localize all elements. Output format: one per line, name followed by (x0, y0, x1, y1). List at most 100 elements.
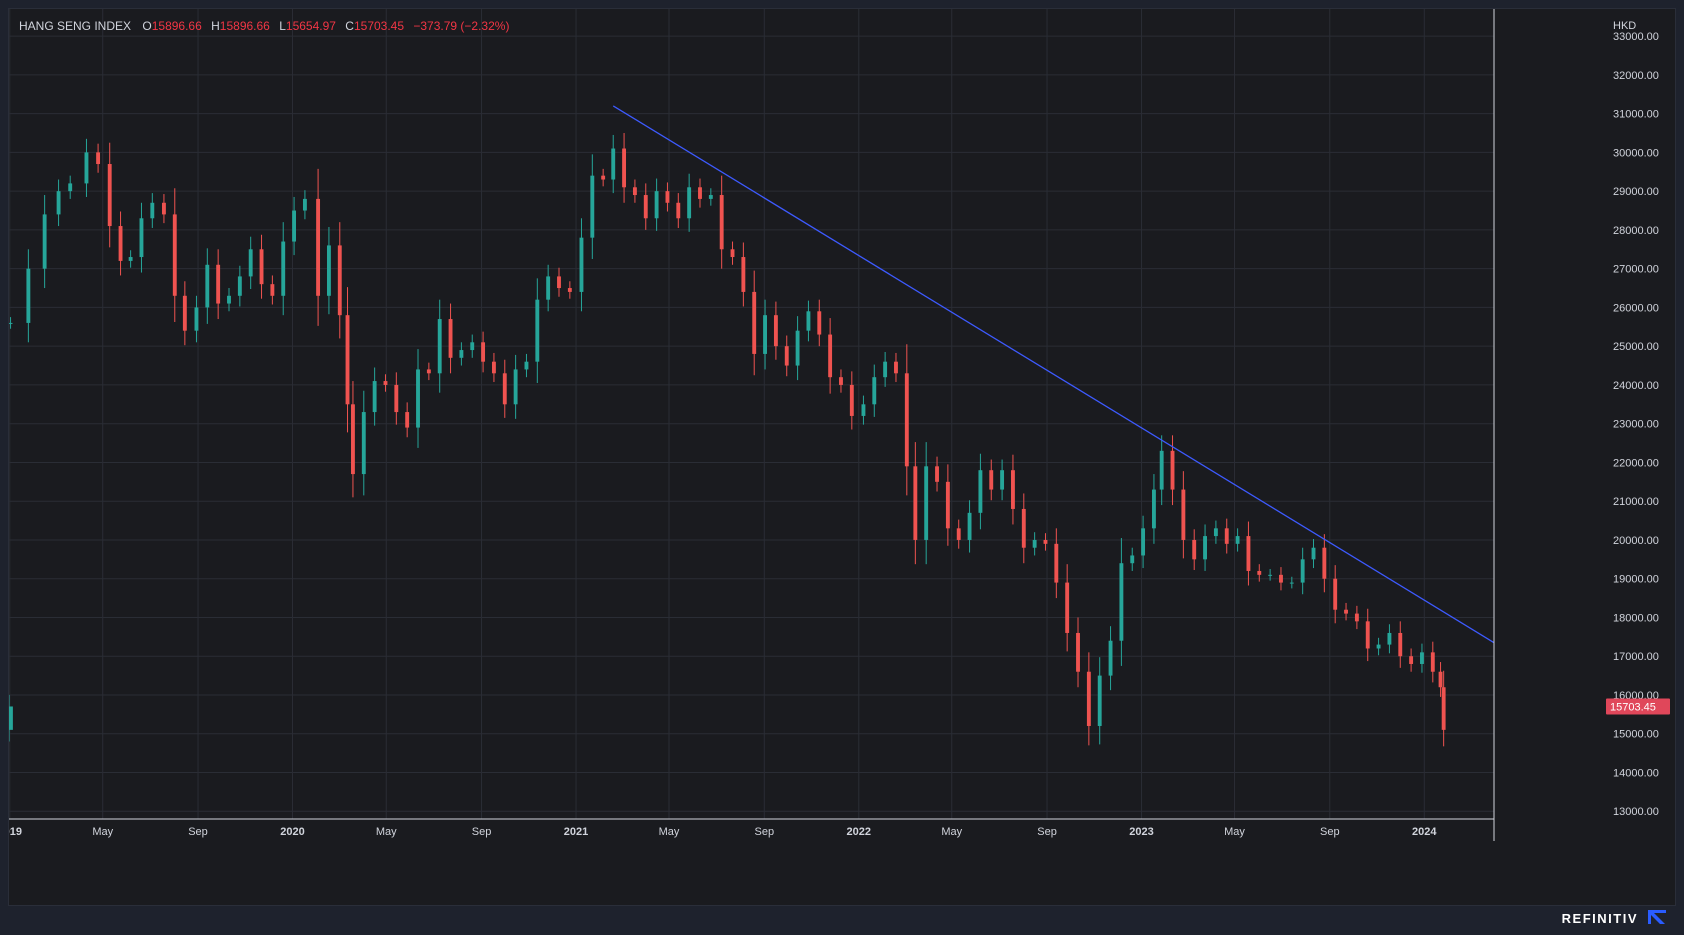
candle-body (1213, 528, 1218, 537)
candle-body (9, 322, 13, 324)
candle-body (904, 373, 909, 467)
symbol-name: HANG SENG INDEX (19, 19, 132, 33)
candle-body (654, 191, 659, 219)
y-tick-label: 21000.00 (1613, 496, 1659, 508)
x-tick-label: Sep (472, 826, 492, 838)
candlestick-chart[interactable]: 13000.0014000.0015000.0016000.0017000.00… (9, 9, 1675, 905)
grid-lines (9, 9, 1494, 819)
candle-body (956, 528, 961, 540)
y-tick-label: 20000.00 (1613, 535, 1659, 547)
candle-body (292, 210, 297, 242)
candle-body (839, 377, 843, 385)
candle-body (590, 175, 595, 238)
candle-body (817, 311, 822, 335)
candle-body (1181, 489, 1186, 540)
candle-body (872, 377, 877, 405)
open-value: 15896.66 (151, 19, 202, 33)
candle-body (1289, 582, 1294, 584)
candle-body (806, 311, 811, 331)
y-tick-label: 33000.00 (1613, 31, 1659, 43)
candle-body (227, 295, 231, 304)
y-tick-label: 18000.00 (1613, 612, 1659, 624)
candle-body (1170, 450, 1175, 490)
candle-body (1119, 563, 1124, 641)
candle-body (281, 241, 286, 296)
candle-body (118, 226, 123, 261)
candle-body (194, 307, 199, 331)
candle-body (730, 249, 735, 258)
candle-body (416, 369, 420, 428)
candle-body (470, 342, 475, 351)
candle-body (1032, 539, 1037, 548)
candle-body (945, 481, 950, 529)
candle-body (1076, 632, 1080, 672)
last-price-value: 15703.45 (1610, 701, 1656, 713)
candle-body (883, 361, 888, 378)
x-tick-label: 2024 (1412, 826, 1437, 838)
refinitiv-brand: REFINITIV (1562, 908, 1668, 929)
candle-body (1159, 450, 1164, 490)
candle-body (1300, 559, 1305, 583)
y-axis-ticks: 13000.0014000.0015000.0016000.0017000.00… (1613, 31, 1659, 818)
y-tick-label: 13000.00 (1613, 806, 1659, 818)
candle-body (1011, 470, 1015, 509)
candle-body (849, 384, 854, 416)
candle-body (161, 202, 166, 215)
candle-body (491, 361, 496, 374)
candle-body (502, 373, 507, 405)
high-value: 15896.66 (219, 19, 270, 33)
y-tick-label: 27000.00 (1613, 264, 1659, 276)
y-tick-label: 31000.00 (1613, 109, 1659, 121)
candle-body (1141, 528, 1146, 556)
y-tick-label: 19000.00 (1613, 574, 1659, 586)
candle-body (1344, 609, 1348, 614)
x-tick-label: 2023 (1129, 826, 1153, 838)
low-label: L (279, 19, 286, 33)
candle-body (935, 466, 939, 482)
x-tick-label: Sep (754, 826, 774, 838)
candle-body (1311, 547, 1316, 560)
candle-body (1246, 536, 1251, 571)
last-price-tag: 15703.45 (1606, 698, 1670, 715)
candle-body (1043, 539, 1048, 544)
candle-body (139, 218, 144, 258)
candle-body (773, 315, 778, 347)
candle-body (26, 268, 31, 323)
low-value: 15654.97 (285, 19, 336, 33)
candle-body (1151, 489, 1156, 529)
candles (9, 133, 1446, 747)
x-tick-label: 2021 (564, 826, 588, 838)
chart-panel[interactable]: 13000.00 14000.00 15000.00 16000.00 17000.00… (8, 8, 1676, 906)
axes (9, 9, 1495, 841)
open-label: O (142, 19, 152, 33)
trendline[interactable] (612, 105, 1495, 644)
candle-body (1224, 528, 1229, 544)
candle-body (96, 152, 101, 165)
candle-body (107, 164, 112, 227)
last-price-tag-box (1606, 698, 1670, 715)
candle-body (708, 195, 713, 199)
candle-body (1235, 536, 1240, 544)
candle-body (632, 187, 637, 196)
candle-body (1000, 470, 1005, 490)
candle-body (372, 381, 377, 413)
candle-body (326, 245, 331, 296)
candle-body (182, 295, 187, 331)
candle-body (361, 412, 366, 475)
candle-body (1376, 644, 1381, 649)
candle-body (383, 381, 388, 385)
candle-body (172, 214, 177, 296)
candle-body (259, 249, 264, 285)
candle-body (337, 245, 342, 316)
candle-body (741, 257, 746, 292)
candle-body (237, 276, 242, 296)
candle-body (784, 346, 789, 366)
candle-body (567, 288, 572, 292)
y-tick-label: 30000.00 (1613, 147, 1659, 159)
candle-body (752, 291, 757, 354)
close-label: C (345, 19, 354, 33)
y-tick-label: 14000.00 (1613, 767, 1659, 779)
y-tick-label: 29000.00 (1613, 186, 1659, 198)
candle-body (611, 148, 616, 180)
candle-body (513, 369, 518, 405)
